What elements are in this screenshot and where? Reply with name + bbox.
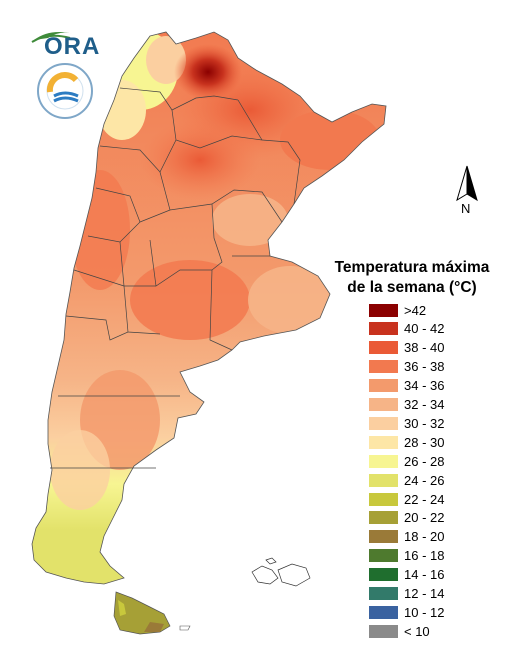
legend-item: 12 - 14 — [369, 586, 444, 602]
legend-label: 16 - 18 — [404, 548, 445, 564]
legend-label: 22 - 24 — [404, 491, 445, 507]
legend-item: 34 - 36 — [369, 378, 444, 394]
legend-swatch — [369, 454, 398, 468]
legend-item: 40 - 42 — [369, 321, 444, 337]
legend-swatch — [369, 398, 398, 411]
legend-item: 20 - 22 — [369, 510, 444, 526]
legend-item: 38 - 40 — [369, 340, 444, 356]
tierra-del-fuego — [113, 591, 191, 635]
ora-logo-text: ORA — [44, 33, 100, 58]
legend-swatch — [369, 530, 398, 544]
legend-swatch — [369, 511, 398, 525]
legend-label: 24 - 26 — [404, 472, 445, 488]
legend-item: 14 - 16 — [369, 567, 444, 583]
legend-swatch — [369, 322, 398, 336]
ora-logo: ORA — [31, 32, 100, 58]
legend-swatch — [369, 605, 398, 619]
legend-label: 18 - 20 — [404, 529, 445, 545]
legend-item: 16 - 18 — [369, 548, 444, 564]
legend-swatch — [369, 492, 398, 506]
legend-item: 24 - 26 — [369, 472, 444, 488]
legend-label: 12 - 14 — [404, 586, 445, 601]
legend-item: 26 - 28 — [369, 453, 444, 469]
legend-label: 38 - 40 — [404, 340, 445, 356]
legend-swatch — [369, 568, 398, 582]
legend-label: >42 — [404, 302, 427, 318]
legend-swatch — [369, 435, 398, 449]
legend-title: Temperatura máxima de la semana (°C) — [322, 258, 502, 298]
malvinas-islands — [251, 557, 311, 587]
legend-item: < 10 — [369, 623, 430, 639]
legend-label: 40 - 42 — [404, 321, 445, 337]
mainland-temperature-field — [32, 32, 386, 584]
legend-item: 28 - 30 — [369, 434, 444, 450]
legend-item: 36 - 38 — [369, 359, 444, 375]
legend-swatch — [369, 379, 398, 393]
legend-swatch — [369, 360, 398, 374]
legend-swatch — [369, 303, 398, 317]
legend-title-line2: de la semana (°C) — [347, 279, 477, 296]
legend-item: 32 - 34 — [369, 397, 444, 413]
legend-label: 14 - 16 — [404, 567, 445, 583]
mainland-outline — [31, 31, 387, 585]
legend-item: 18 - 20 — [369, 529, 444, 545]
legend-label: 36 - 38 — [404, 359, 445, 375]
north-label: N — [461, 201, 471, 216]
institution-seal — [37, 63, 93, 119]
legend-label: < 10 — [404, 623, 430, 639]
legend-label: 32 - 34 — [404, 397, 445, 412]
legend-swatch — [369, 549, 398, 563]
legend-label: 34 - 36 — [404, 378, 445, 394]
legend-item: >42 — [369, 302, 426, 318]
legend-swatch — [369, 587, 398, 600]
province-boundaries — [50, 87, 301, 469]
legend-label: 10 - 12 — [404, 604, 445, 620]
legend-label: 28 - 30 — [404, 434, 445, 450]
legend-item: 22 - 24 — [369, 491, 444, 507]
legend-label: 26 - 28 — [404, 453, 445, 469]
legend-item: 10 - 12 — [369, 604, 444, 620]
legend-label: 30 - 32 — [404, 415, 445, 431]
legend-title-line1: Temperatura máxima — [334, 259, 490, 276]
legend-swatch — [369, 416, 398, 430]
north-arrow-icon — [456, 165, 478, 202]
legend-item: 30 - 32 — [369, 415, 444, 431]
legend-label: 20 - 22 — [404, 510, 445, 526]
legend-swatch — [369, 473, 398, 487]
legend-swatch — [369, 624, 398, 638]
legend-swatch — [369, 341, 398, 355]
